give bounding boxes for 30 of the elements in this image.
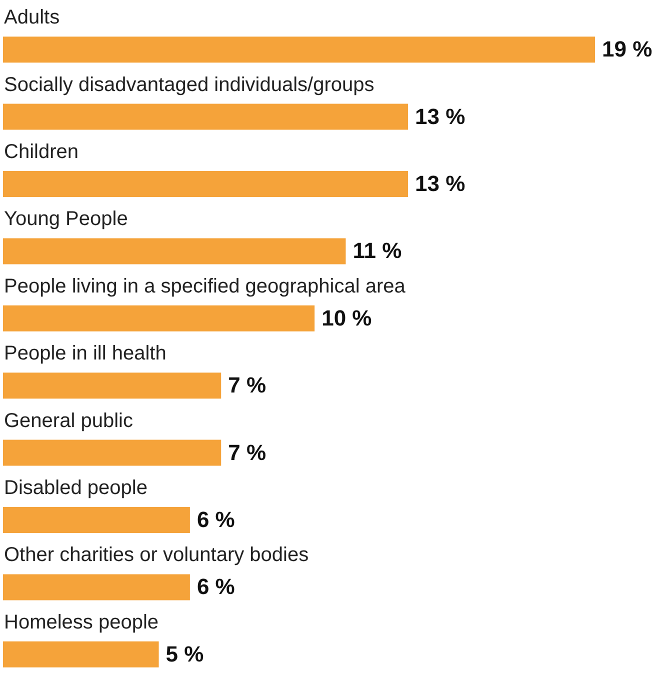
bar — [3, 507, 190, 533]
y-tick-label: Other charities or voluntary bodies — [4, 544, 309, 566]
y-tick-label: Adults — [4, 6, 60, 29]
y-tick-label: Children — [4, 141, 78, 163]
y-tick-label: People living in a specified geographical area — [4, 275, 406, 298]
data-label: 13 % — [415, 171, 466, 196]
bar — [3, 104, 408, 130]
data-label: 10 % — [322, 305, 372, 330]
data-label: 11 % — [352, 238, 402, 264]
bar — [3, 440, 222, 466]
data-label: 5 % — [166, 641, 204, 666]
bar — [3, 574, 190, 600]
data-label: 7 % — [228, 372, 266, 398]
y-tick-label: General public — [4, 410, 133, 432]
data-label: 13 % — [415, 104, 466, 129]
data-label: 6 % — [196, 507, 235, 532]
y-tick-label: Disabled people — [4, 477, 148, 499]
bar — [3, 171, 408, 197]
bar — [3, 305, 315, 332]
bar — [3, 36, 595, 63]
y-tick-label: Young People — [4, 208, 128, 230]
bar — [3, 372, 222, 399]
y-tick-label: Socially disadvantaged individuals/groups — [4, 74, 374, 96]
y-tick-label: People in ill health — [4, 342, 166, 365]
y-tick-label: Homeless people — [4, 611, 159, 634]
data-label: 19 % — [602, 36, 652, 62]
bar — [3, 238, 346, 264]
data-label: 7 % — [228, 440, 266, 465]
data-label: 6 % — [196, 574, 235, 600]
bar — [3, 641, 159, 668]
